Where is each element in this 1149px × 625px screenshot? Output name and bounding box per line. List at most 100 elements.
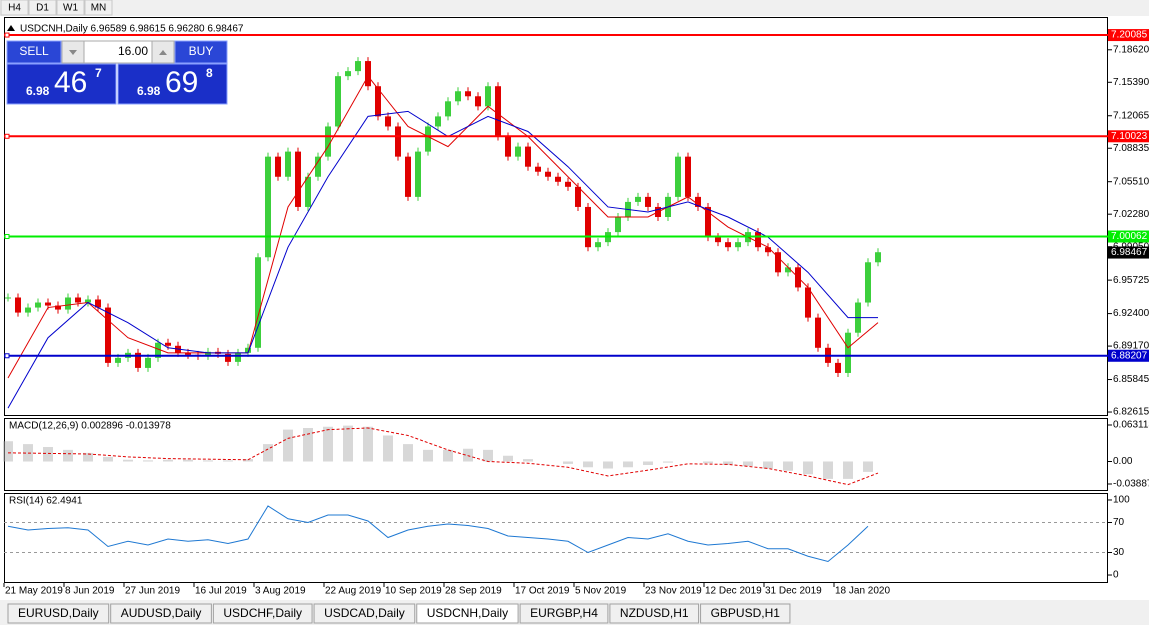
period-button[interactable] [84,0,113,16]
symbol-tab[interactable] [609,603,700,624]
candle-body [525,146,531,167]
period-label[interactable]: W1 [63,3,78,14]
period-label[interactable]: D1 [36,3,49,14]
candle-body [735,242,741,248]
candle-body [145,357,151,368]
y-tick-label: 6.95725 [1113,275,1149,286]
sell-label[interactable]: SELL [19,44,49,58]
x-tick-label: 18 Jan 2020 [835,586,890,597]
ask-box[interactable] [117,63,228,105]
level-label: 7.20085 [1111,30,1148,41]
chart-header: USDCNH,Daily 6.96589 6.98615 6.96280 6.9… [20,24,244,35]
chart-icon [7,25,15,31]
candle-body [165,342,171,346]
candle-body [95,299,101,308]
x-tick-label: 10 Sep 2019 [385,586,442,597]
candle-body [595,242,601,248]
candle-body [255,257,261,348]
symbol-tab-label[interactable]: NZDUSD,H1 [620,606,689,620]
symbol-tab[interactable] [7,603,110,624]
symbol-tab[interactable] [313,603,416,624]
period-button[interactable] [0,0,29,16]
candle-body [225,353,231,362]
bid-point[interactable]: 7 [95,66,102,80]
candle-body [575,186,581,207]
candle-body [245,347,251,353]
y-tick-label: 7.05510 [1113,176,1149,187]
y-tick-label: 6.82615 [1113,407,1149,418]
period-button[interactable] [56,0,85,16]
x-tick-label: 21 May 2019 [5,586,63,597]
symbol-tab-label[interactable]: USDCAD,Daily [324,606,405,620]
candle-body [35,302,41,308]
level-label: 6.88207 [1111,350,1148,361]
x-tick-label: 16 Jul 2019 [195,586,247,597]
y-tick-label: 6.92400 [1113,308,1149,319]
candle-body [535,166,541,172]
buy-label[interactable]: BUY [189,44,214,58]
level-label: 7.10023 [1111,131,1148,142]
candle-body [635,196,641,202]
candle-body [725,242,731,248]
y-tick-label: -0.038872 [1113,479,1149,490]
candle-body [115,357,121,363]
up-arrow [159,50,167,55]
level-label: 7.00062 [1111,231,1148,242]
candle-body [755,232,761,248]
lot-value[interactable]: 16.00 [118,44,148,58]
symbol-tab-label[interactable]: AUDUSD,Daily [121,606,202,620]
x-tick-label: 28 Sep 2019 [445,586,502,597]
candle-body [675,156,681,197]
candle-body [415,151,421,197]
candle-body [695,196,701,207]
symbol-tab-label[interactable]: EURUSD,Daily [18,606,99,620]
candle-body [865,262,871,303]
y-tick-label: 7.18620 [1113,44,1149,55]
rsi-panel [4,493,1108,583]
ask-pips[interactable]: 69 [165,66,198,99]
x-tick-label: 23 Nov 2019 [645,586,702,597]
candle-body [335,76,341,127]
candle-body [345,71,351,77]
candle-body [545,171,551,177]
x-tick-label: 3 Aug 2019 [255,586,306,597]
x-tick-label: 12 Dec 2019 [705,586,762,597]
candle-body [455,91,461,102]
y-tick-label: 0.00 [1113,456,1133,467]
symbol-tab-label[interactable]: EURGBP,H4 [530,606,598,620]
period-label[interactable]: MN [91,3,107,14]
buy-button[interactable] [174,40,228,64]
symbol-tab[interactable] [700,603,791,624]
y-tick-label: 0 [1113,570,1119,581]
period-label[interactable]: H4 [8,3,21,14]
symbol-tab[interactable] [519,603,609,624]
x-tick-label: 17 Oct 2019 [515,586,570,597]
candle-body [235,352,241,362]
symbol-tab-label[interactable]: USDCNH,Daily [427,606,508,620]
period-button[interactable] [28,0,57,16]
candle-body [425,126,431,152]
candle-body [105,307,111,363]
symbol-tab-label[interactable]: USDCHF,Daily [223,606,302,620]
candle-body [875,252,881,263]
y-tick-label: 6.85845 [1113,374,1149,385]
symbol-tab[interactable] [110,603,212,624]
ask-point[interactable]: 8 [206,66,213,80]
symbol-tab[interactable] [416,603,519,624]
candle-body [405,156,411,197]
bid-pips[interactable]: 46 [54,66,87,99]
level-label-box [1108,230,1149,243]
ask-big[interactable]: 6.98 [137,84,161,98]
y-tick-label: 100 [1113,495,1130,506]
bid-big[interactable]: 6.98 [26,84,50,98]
rsi-line [7,505,869,563]
level-handle [4,353,10,359]
bid-box[interactable] [6,63,117,105]
last-price-label: 6.98467 [1111,247,1148,258]
candle-body [495,86,501,137]
sell-button[interactable] [6,40,62,64]
candle-body [385,116,391,127]
symbol-tab[interactable] [212,603,313,624]
symbol-tab-label[interactable]: GBPUSD,H1 [711,606,781,620]
level-label-box [1108,29,1149,42]
